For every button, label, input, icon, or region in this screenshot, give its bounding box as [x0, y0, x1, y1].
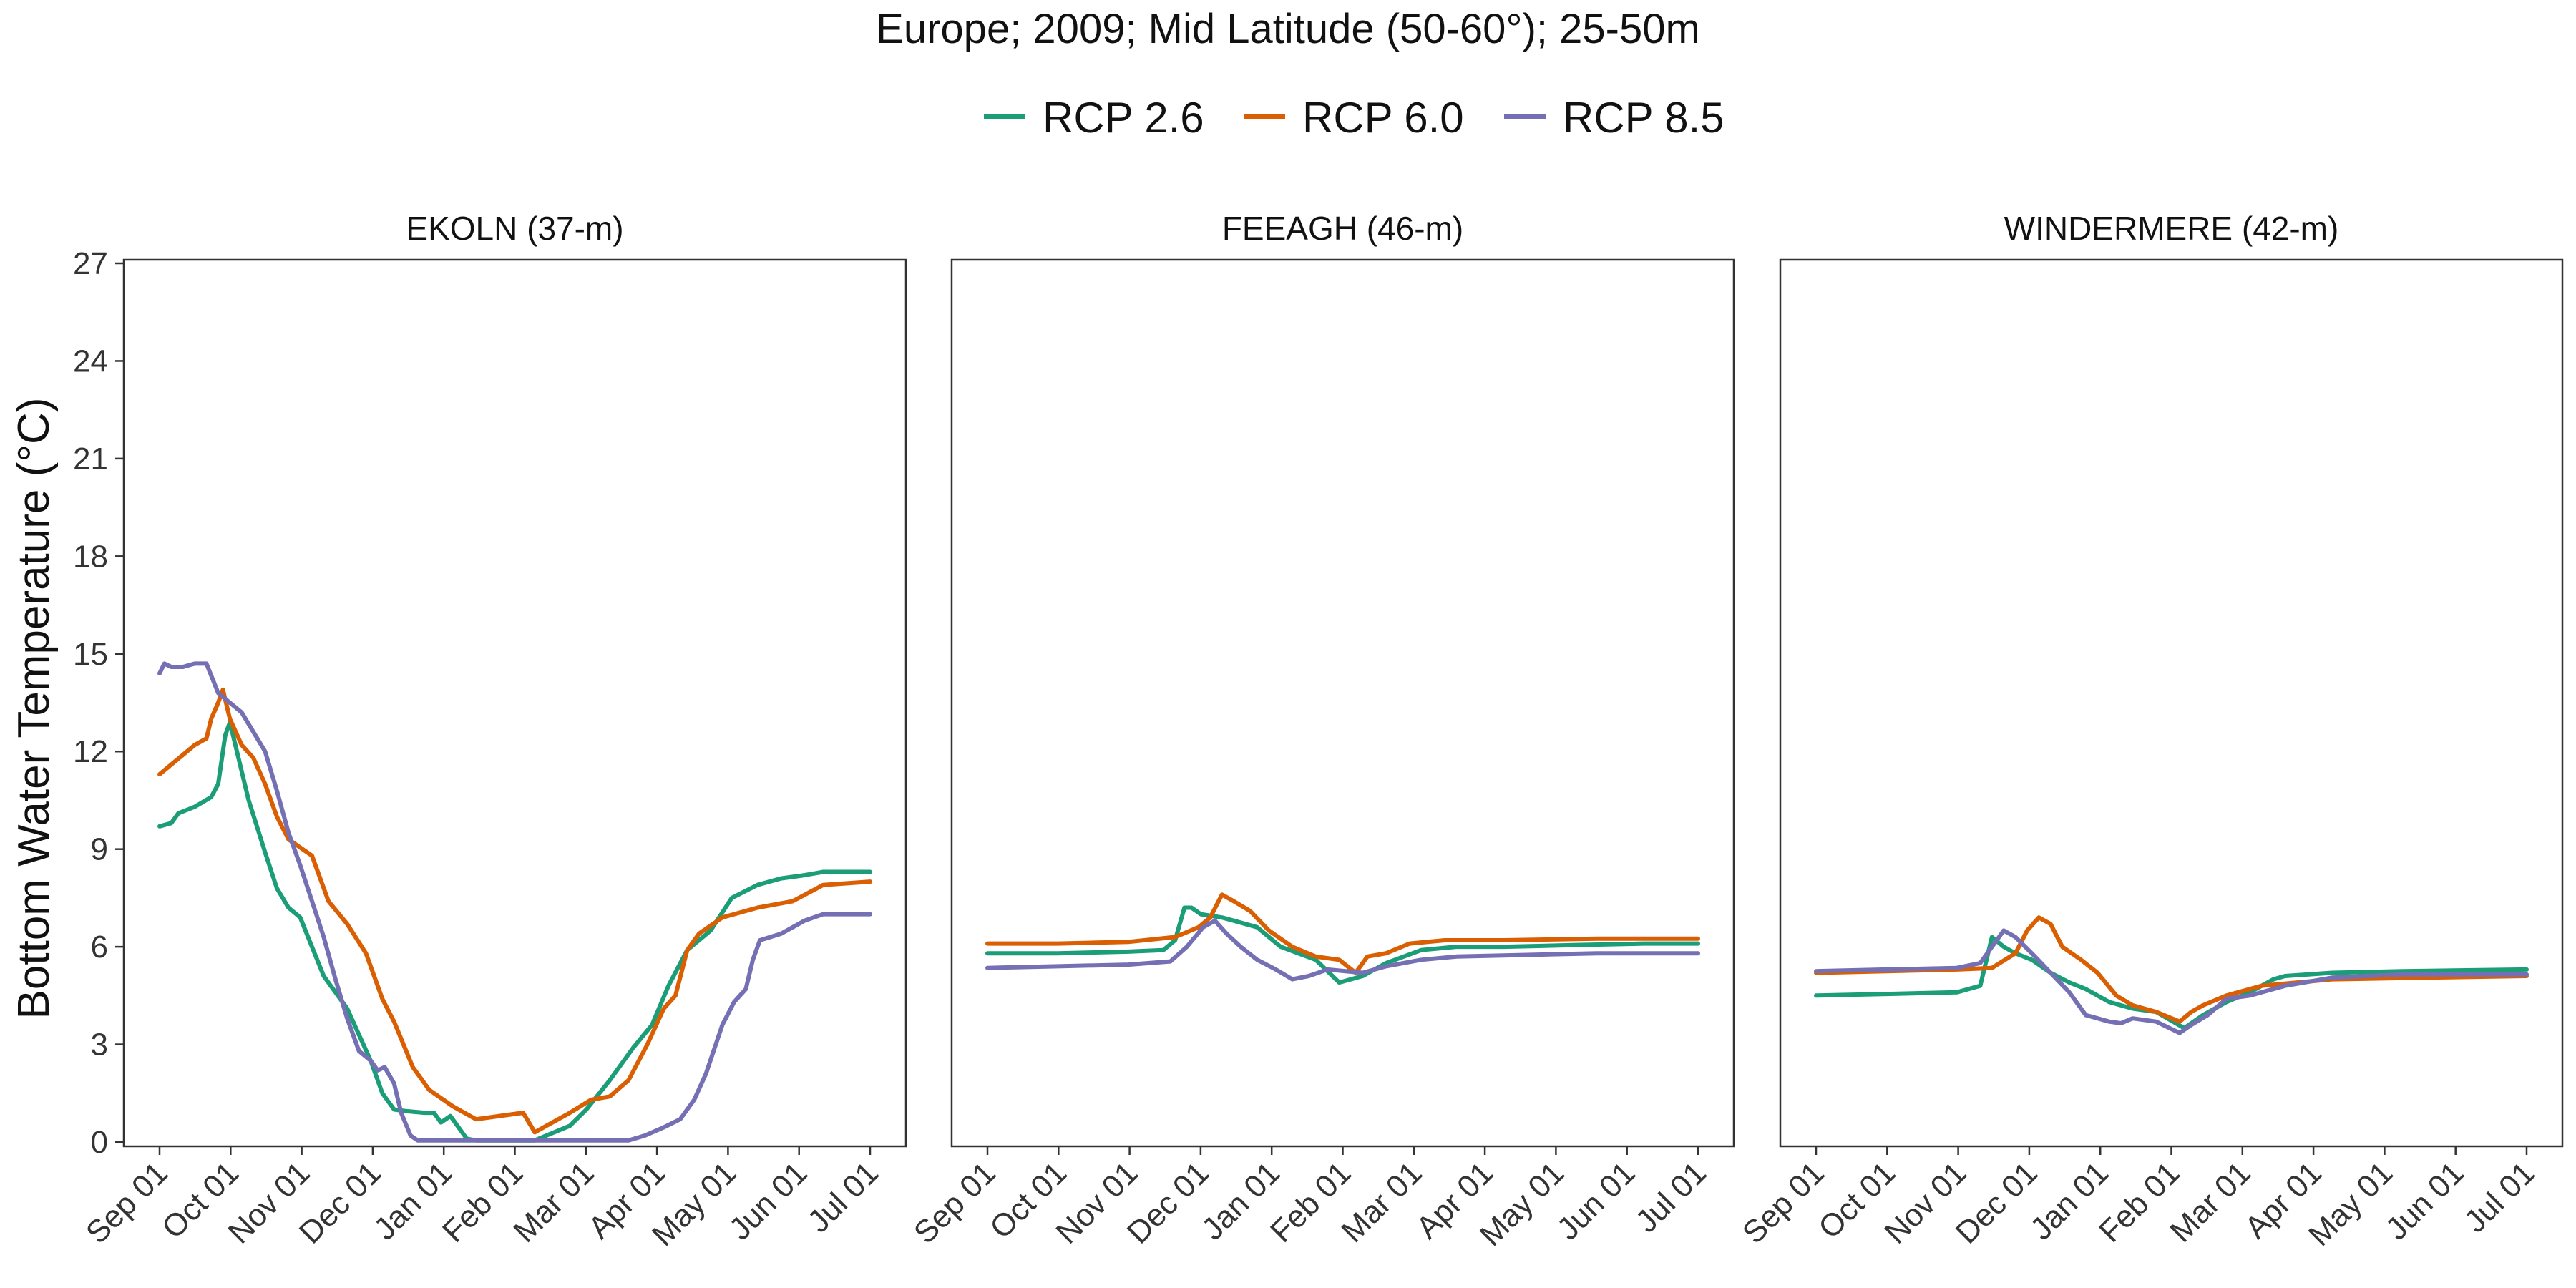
x-tick-label: Jul 01: [1629, 1155, 1713, 1239]
panel-title: WINDERMERE (42-m): [2004, 210, 2339, 247]
legend-label: RCP 6.0: [1302, 94, 1464, 142]
series-line: [985, 905, 1700, 985]
y-tick-label: 3: [91, 1028, 108, 1063]
legend: RCP 2.6 RCP 6.0 RCP 8.5: [984, 94, 1724, 142]
y-tick-label: 27: [73, 246, 108, 281]
x-tick-label: Sep 01: [1736, 1155, 1831, 1250]
series-line: [1814, 928, 2529, 1035]
x-tick-label: Dec 01: [1121, 1155, 1216, 1250]
y-tick-label: 9: [91, 832, 108, 867]
x-tick-label: Feb 01: [1264, 1155, 1358, 1249]
series-line: [985, 918, 1700, 982]
panel-frame: [122, 258, 907, 1148]
series-line: [985, 892, 1700, 975]
y-axis-label: Bottom Water Temperature (°C): [9, 398, 59, 1020]
x-tick-label: Jun 01: [723, 1155, 814, 1246]
series-line: [1814, 915, 2529, 1024]
x-tick-label: Dec 01: [1949, 1155, 2044, 1250]
y-tick-label: 24: [73, 343, 108, 379]
x-tick-label: Feb 01: [2092, 1155, 2187, 1249]
y-tick-label: 0: [91, 1125, 108, 1160]
y-tick-label: 18: [73, 539, 108, 574]
series-line: [157, 661, 872, 1143]
x-tick-label: Jun 01: [1551, 1155, 1642, 1246]
panel-frame: [1779, 258, 2564, 1148]
legend-label: RCP 2.6: [1043, 94, 1204, 142]
y-tick-label: 12: [73, 734, 108, 769]
panel-frame: [950, 258, 1735, 1148]
panel-title: EKOLN (37-m): [406, 210, 623, 247]
chart-title: Europe; 2009; Mid Latitude (50-60°); 25-…: [876, 6, 1700, 52]
x-tick-label: Dec 01: [293, 1155, 388, 1250]
series-line: [1814, 935, 2529, 1030]
x-tick-label: Feb 01: [436, 1155, 530, 1249]
x-tick-label: Jul 01: [801, 1155, 885, 1239]
series-line: [157, 687, 872, 1135]
x-tick-label: Mar 01: [507, 1155, 600, 1249]
y-tick-label: 6: [91, 930, 108, 965]
x-tick-label: Sep 01: [79, 1155, 175, 1250]
x-tick-label: Sep 01: [907, 1155, 1002, 1250]
y-tick-label: 21: [73, 441, 108, 477]
y-tick-label: 15: [73, 637, 108, 672]
legend-label: RCP 8.5: [1563, 94, 1724, 142]
x-tick-label: Mar 01: [1335, 1155, 1428, 1249]
panel-title: FEEAGH (46-m): [1222, 210, 1463, 247]
x-tick-label: Jul 01: [2457, 1155, 2542, 1239]
x-tick-label: Mar 01: [2163, 1155, 2257, 1249]
x-tick-label: Jun 01: [2379, 1155, 2471, 1246]
